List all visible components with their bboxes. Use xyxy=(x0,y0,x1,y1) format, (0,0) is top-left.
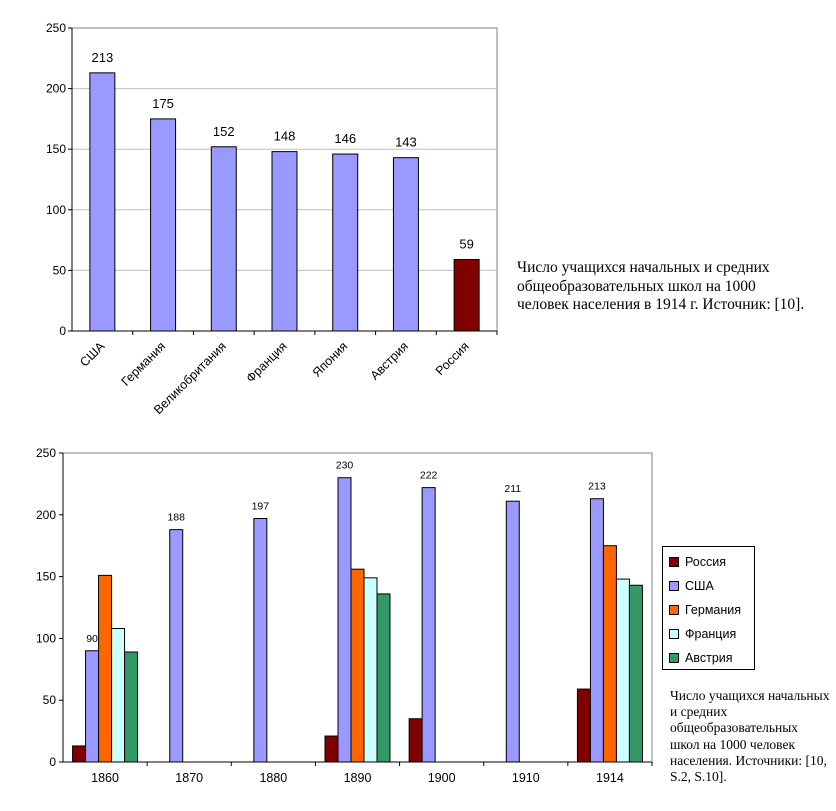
data-label: 90 xyxy=(86,633,98,645)
bar xyxy=(602,545,617,763)
bar xyxy=(271,151,298,332)
x-tick-label: Германия xyxy=(119,339,169,389)
x-tick-label: 1914 xyxy=(596,771,624,785)
x-tick-label: Россия xyxy=(433,339,472,378)
data-label: 230 xyxy=(336,460,354,472)
legend-swatch-germany xyxy=(669,605,679,615)
bar xyxy=(376,593,391,763)
x-tick-label: 1900 xyxy=(428,771,456,785)
data-label: 197 xyxy=(252,501,270,513)
y-tick-label: 150 xyxy=(36,570,56,584)
bar xyxy=(453,258,480,332)
legend-label-germany: Германия xyxy=(685,603,742,617)
legend-item-austria: Австрия xyxy=(669,650,733,666)
legend-label-france: Франция xyxy=(685,627,737,641)
bar xyxy=(150,118,177,332)
y-tick-label: 250 xyxy=(46,21,66,35)
y-tick-label: 100 xyxy=(46,203,66,217)
y-tick-label: 150 xyxy=(46,142,66,156)
bar xyxy=(408,718,423,763)
bar xyxy=(111,628,126,763)
data-label: 59 xyxy=(459,236,473,251)
data-label: 146 xyxy=(334,131,356,146)
legend-label-russia: Россия xyxy=(685,555,726,569)
bar xyxy=(392,157,419,332)
data-label: 152 xyxy=(213,124,235,139)
chart-bottom-legend: Россия США Германия Франция Австрия xyxy=(662,546,755,670)
bar xyxy=(89,72,116,332)
bar xyxy=(350,568,365,763)
legend-swatch-austria xyxy=(669,653,679,663)
y-tick-label: 0 xyxy=(59,324,66,338)
bar xyxy=(615,578,630,763)
bar xyxy=(421,487,436,763)
chart-bottom-caption: Число учащихся начальных и средних общео… xyxy=(670,688,830,785)
y-tick-label: 250 xyxy=(36,446,56,460)
x-tick-label: Австрия xyxy=(368,339,412,383)
bar xyxy=(505,500,520,763)
bar xyxy=(628,584,643,763)
data-label: 175 xyxy=(152,96,174,111)
y-tick-label: 0 xyxy=(49,755,56,769)
data-label: 222 xyxy=(420,470,438,482)
legend-swatch-usa xyxy=(669,581,679,591)
data-label: 213 xyxy=(588,481,606,493)
legend-item-usa: США xyxy=(669,578,714,594)
x-tick-label: 1890 xyxy=(344,771,372,785)
bar xyxy=(72,745,87,763)
bar xyxy=(85,650,100,763)
y-tick-label: 200 xyxy=(36,508,56,522)
bar xyxy=(169,529,184,763)
bar xyxy=(124,651,139,763)
legend-item-germany: Германия xyxy=(669,602,741,618)
bar xyxy=(337,477,352,763)
x-tick-label: 1860 xyxy=(91,771,119,785)
x-tick-label: Япония xyxy=(310,339,351,380)
bar xyxy=(253,518,268,763)
y-tick-label: 50 xyxy=(53,263,67,277)
legend-swatch-france xyxy=(669,629,679,639)
data-label: 148 xyxy=(274,129,296,144)
legend-item-france: Франция xyxy=(669,626,736,642)
data-label: 213 xyxy=(92,50,114,65)
legend-label-usa: США xyxy=(685,579,714,593)
y-tick-label: 200 xyxy=(46,82,66,96)
bar xyxy=(98,574,113,763)
legend-swatch-russia xyxy=(669,557,679,567)
legend-label-austria: Австрия xyxy=(685,651,733,665)
bar xyxy=(576,688,591,763)
bar xyxy=(210,146,237,332)
bar xyxy=(589,498,604,763)
legend-item-russia: Россия xyxy=(669,554,726,570)
x-tick-label: 1870 xyxy=(175,771,203,785)
x-tick-label: 1880 xyxy=(259,771,287,785)
y-tick-label: 100 xyxy=(36,631,56,645)
data-label: 211 xyxy=(504,483,521,495)
bar xyxy=(332,153,359,332)
x-tick-label: Франция xyxy=(243,339,289,385)
data-label: 188 xyxy=(167,512,185,524)
chart-top-caption: Число учащихся начальных и средних общео… xyxy=(517,259,805,313)
chart-bottom-plot: 0 50 100 150 200 250 90 1860 188 1870 197 1880 230 18… xyxy=(36,446,653,785)
x-tick-label: США xyxy=(77,339,108,370)
bar xyxy=(324,735,339,763)
data-label: 143 xyxy=(395,135,417,150)
y-tick-label: 50 xyxy=(43,693,57,707)
x-tick-label: 1910 xyxy=(512,771,540,785)
chart-top-plot: 050100150200250213США175Германия152Велик… xyxy=(46,21,498,417)
bar xyxy=(363,577,378,763)
